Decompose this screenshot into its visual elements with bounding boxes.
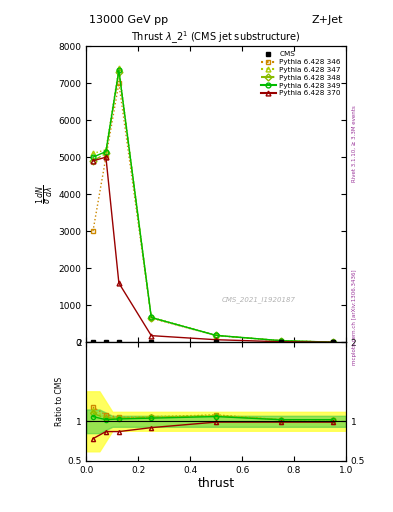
Pythia 6.428 349 [90, 154, 95, 160]
Pythia 6.428 370 [90, 158, 95, 164]
Title: Thrust $\lambda\_2^1$ (CMS jet substructure): Thrust $\lambda\_2^1$ (CMS jet substruct… [131, 30, 301, 46]
Pythia 6.428 370 [331, 339, 335, 345]
Text: CMS_2021_I1920187: CMS_2021_I1920187 [221, 296, 295, 303]
Text: Rivet 3.1.10, ≥ 3.3M events: Rivet 3.1.10, ≥ 3.3M events [352, 105, 357, 182]
CMS [279, 339, 283, 345]
Text: 13000 GeV pp: 13000 GeV pp [89, 15, 168, 25]
Pythia 6.428 346 [279, 338, 283, 344]
Pythia 6.428 370 [104, 154, 108, 160]
Pythia 6.428 348 [214, 332, 219, 338]
Pythia 6.428 347 [116, 65, 121, 71]
Pythia 6.428 346 [331, 339, 335, 345]
CMS [116, 339, 121, 345]
X-axis label: thrust: thrust [198, 477, 235, 490]
Pythia 6.428 349 [214, 332, 219, 338]
Line: Pythia 6.428 370: Pythia 6.428 370 [90, 155, 335, 345]
Line: Pythia 6.428 346: Pythia 6.428 346 [90, 81, 335, 345]
Line: Pythia 6.428 348: Pythia 6.428 348 [90, 70, 335, 345]
Line: Pythia 6.428 347: Pythia 6.428 347 [90, 66, 335, 345]
Pythia 6.428 349 [104, 148, 108, 155]
Pythia 6.428 349 [116, 67, 121, 73]
Pythia 6.428 348 [104, 151, 108, 157]
Pythia 6.428 349 [331, 339, 335, 345]
Legend: CMS, Pythia 6.428 346, Pythia 6.428 347, Pythia 6.428 348, Pythia 6.428 349, Pyt: CMS, Pythia 6.428 346, Pythia 6.428 347,… [259, 50, 342, 98]
Pythia 6.428 347 [214, 332, 219, 338]
Pythia 6.428 346 [214, 333, 219, 339]
CMS [331, 339, 335, 345]
Pythia 6.428 370 [214, 337, 219, 343]
Pythia 6.428 346 [104, 154, 108, 160]
Pythia 6.428 347 [331, 339, 335, 345]
Pythia 6.428 348 [116, 69, 121, 75]
CMS [214, 339, 219, 345]
Text: mcplots.cern.ch [arXiv:1306.3436]: mcplots.cern.ch [arXiv:1306.3436] [352, 270, 357, 365]
Y-axis label: Ratio to CMS: Ratio to CMS [55, 377, 64, 426]
Pythia 6.428 347 [279, 337, 283, 344]
Pythia 6.428 348 [149, 314, 154, 321]
Pythia 6.428 370 [279, 338, 283, 345]
Line: Pythia 6.428 349: Pythia 6.428 349 [90, 68, 335, 345]
Pythia 6.428 349 [149, 314, 154, 321]
Pythia 6.428 348 [90, 158, 95, 164]
Line: CMS: CMS [90, 339, 335, 345]
CMS [149, 339, 154, 345]
Pythia 6.428 347 [149, 314, 154, 320]
Pythia 6.428 348 [279, 337, 283, 344]
Pythia 6.428 346 [149, 315, 154, 322]
Pythia 6.428 348 [331, 339, 335, 345]
CMS [90, 339, 95, 345]
Text: Z+Jet: Z+Jet [312, 15, 343, 25]
Pythia 6.428 370 [149, 333, 154, 339]
Pythia 6.428 347 [104, 146, 108, 153]
Pythia 6.428 370 [116, 280, 121, 286]
Pythia 6.428 346 [116, 80, 121, 86]
Y-axis label: $\frac{1}{\sigma}\frac{dN}{d\lambda}$: $\frac{1}{\sigma}\frac{dN}{d\lambda}$ [34, 185, 56, 204]
Pythia 6.428 349 [279, 337, 283, 344]
Pythia 6.428 346 [90, 228, 95, 234]
CMS [104, 339, 108, 345]
Pythia 6.428 347 [90, 151, 95, 157]
